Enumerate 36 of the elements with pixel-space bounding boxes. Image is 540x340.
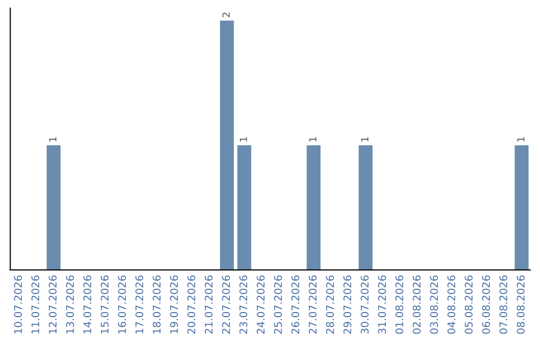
x-tick-label: 18.07.2026 <box>152 275 161 334</box>
data-label: 1 <box>309 137 316 142</box>
x-tick-label: 24.07.2026 <box>256 275 265 334</box>
x-tick-label: 01.08.2026 <box>395 275 404 334</box>
x-tick-label: 27.07.2026 <box>308 275 317 334</box>
x-tick-label: 22.07.2026 <box>222 275 230 334</box>
x-tick-label: 06.08.2026 <box>482 275 490 334</box>
x-tick-label: 05.08.2026 <box>464 275 473 334</box>
x-tick-label: 21.07.2026 <box>204 275 213 334</box>
x-tick-label: 12.07.2026 <box>48 275 57 334</box>
x-tick-label: 07.08.2026 <box>499 275 508 334</box>
data-label: 1 <box>517 137 524 142</box>
x-tick-label: 02.08.2026 <box>412 275 421 334</box>
data-label: 1 <box>240 137 247 142</box>
x-tick-label: 03.08.2026 <box>430 275 438 334</box>
x-tick-label: 04.08.2026 <box>447 275 456 334</box>
x-tick-label: 20.07.2026 <box>187 275 196 334</box>
x-tick-label: 10.07.2026 <box>14 275 22 334</box>
x-tick-label: 11.07.2026 <box>31 275 40 334</box>
data-label: 1 <box>361 137 368 142</box>
x-tick-label: 25.07.2026 <box>274 275 282 334</box>
x-tick-label: 29.07.2026 <box>343 275 352 334</box>
x-tick-label: 28.07.2026 <box>326 275 334 334</box>
data-label: 1 <box>49 137 56 142</box>
x-tick-label: 15.07.2026 <box>100 275 109 334</box>
x-tick-label: 17.07.2026 <box>135 275 144 334</box>
x-tick-label: 23.07.2026 <box>239 275 248 334</box>
x-tick-label: 31.07.2026 <box>378 275 386 334</box>
x-tick-label: 26.07.2026 <box>291 275 300 334</box>
x-tick-label: 13.07.2026 <box>66 275 74 334</box>
x-tick-label: 14.07.2026 <box>83 275 92 334</box>
data-label: 2 <box>222 12 230 18</box>
x-tick-label: 19.07.2026 <box>170 275 178 334</box>
x-tick-label: 30.07.2026 <box>360 275 369 334</box>
x-tick-label: 08.08.2026 <box>516 275 525 334</box>
x-tick-label: 16.07.2026 <box>118 275 126 334</box>
